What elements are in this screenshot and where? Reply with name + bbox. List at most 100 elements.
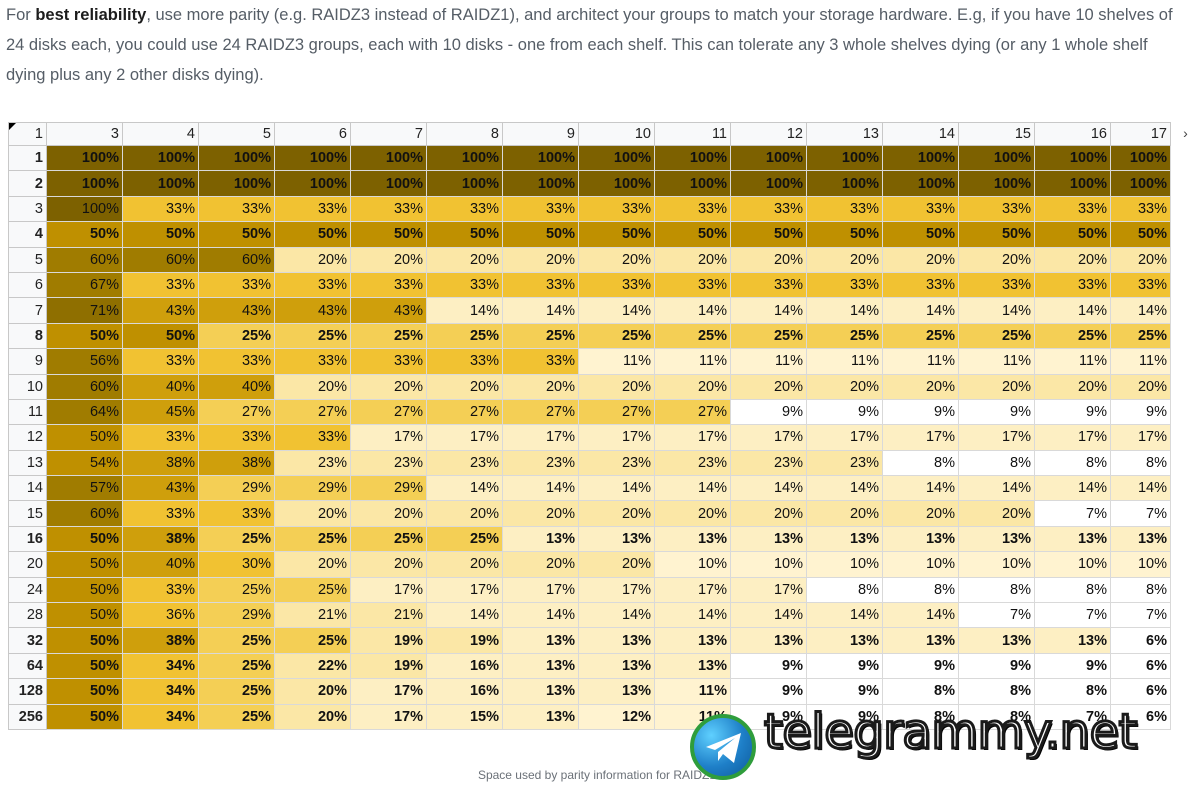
table-cell[interactable]: 33% [426, 348, 503, 375]
table-cell[interactable]: 17% [578, 576, 655, 604]
table-cell[interactable]: 8% [1034, 576, 1111, 604]
table-cell[interactable]: 13% [654, 525, 731, 553]
row-header[interactable]: 12 [8, 424, 47, 451]
table-cell[interactable]: 20% [730, 246, 807, 273]
table-cell[interactable]: 25% [350, 322, 427, 350]
table-cell[interactable]: 17% [502, 576, 579, 604]
table-cell[interactable]: 50% [274, 221, 351, 248]
table-cell[interactable]: 25% [198, 525, 275, 553]
table-cell[interactable]: 100% [958, 170, 1035, 197]
table-cell[interactable]: 38% [122, 525, 199, 553]
table-cell[interactable]: 14% [426, 297, 503, 324]
table-cell[interactable]: 20% [350, 551, 427, 578]
table-cell[interactable]: 50% [730, 221, 807, 248]
table-cell[interactable]: 33% [882, 195, 959, 223]
table-cell[interactable]: 10% [730, 551, 807, 578]
table-cell[interactable]: 8% [1034, 449, 1111, 477]
table-cell[interactable]: 14% [578, 602, 655, 629]
table-cell[interactable]: 33% [122, 424, 199, 451]
table-cell[interactable]: 14% [806, 475, 883, 502]
table-cell[interactable]: 33% [350, 348, 427, 375]
table-cell[interactable]: 25% [426, 525, 503, 553]
table-cell[interactable]: 23% [350, 449, 427, 477]
row-header[interactable]: 256 [8, 703, 47, 730]
table-cell[interactable]: 11% [1110, 348, 1171, 375]
table-cell[interactable]: 20% [654, 246, 731, 273]
table-cell[interactable]: 17% [806, 424, 883, 451]
table-cell[interactable]: 25% [198, 652, 275, 680]
table-cell[interactable]: 50% [958, 221, 1035, 248]
table-cell[interactable]: 7% [958, 602, 1035, 629]
table-cell[interactable]: 20% [578, 551, 655, 578]
table-cell[interactable]: 100% [882, 144, 959, 172]
table-cell[interactable]: 9% [730, 652, 807, 680]
table-cell[interactable]: 16% [426, 678, 503, 705]
table-cell[interactable]: 50% [46, 221, 123, 248]
table-cell[interactable]: 33% [122, 195, 199, 223]
table-cell[interactable]: 71% [46, 297, 123, 324]
table-cell[interactable]: 13% [730, 525, 807, 553]
table-cell[interactable]: 50% [654, 221, 731, 248]
column-header[interactable]: 8 [426, 122, 503, 146]
table-cell[interactable]: 9% [806, 398, 883, 426]
table-cell[interactable]: 20% [274, 373, 351, 400]
table-cell[interactable]: 20% [350, 373, 427, 400]
table-cell[interactable]: 20% [426, 551, 503, 578]
table-cell[interactable]: 14% [806, 297, 883, 324]
table-cell[interactable]: 10% [958, 551, 1035, 578]
table-cell[interactable]: 25% [730, 322, 807, 350]
table-cell[interactable]: 20% [274, 678, 351, 705]
table-cell[interactable]: 20% [502, 551, 579, 578]
table-cell[interactable]: 14% [654, 297, 731, 324]
table-cell[interactable]: 20% [274, 246, 351, 273]
parity-spreadsheet[interactable]: 1 3 4 5 6 7 8 9 10 11 12 13 14 15 16 17 1 100% 100% 100% 100… [8, 122, 1184, 736]
table-cell[interactable]: 50% [198, 221, 275, 248]
table-cell[interactable]: 20% [1034, 246, 1111, 273]
table-cell[interactable]: 20% [274, 551, 351, 578]
table-cell[interactable]: 50% [46, 602, 123, 629]
table-cell[interactable]: 17% [958, 424, 1035, 451]
table-cell[interactable]: 100% [274, 170, 351, 197]
table-cell[interactable]: 100% [882, 170, 959, 197]
table-cell[interactable]: 14% [958, 297, 1035, 324]
table-cell[interactable]: 40% [198, 373, 275, 400]
table-cell[interactable]: 20% [654, 373, 731, 400]
table-cell[interactable]: 33% [274, 424, 351, 451]
table-cell[interactable]: 50% [502, 221, 579, 248]
table-cell[interactable]: 33% [426, 195, 503, 223]
table-cell[interactable]: 11% [730, 348, 807, 375]
table-cell[interactable]: 33% [1034, 195, 1111, 223]
table-cell[interactable]: 20% [654, 500, 731, 527]
table-cell[interactable]: 33% [730, 195, 807, 223]
table-cell[interactable]: 100% [350, 144, 427, 172]
table-cell[interactable]: 100% [1110, 170, 1171, 197]
table-cell[interactable]: 33% [730, 271, 807, 299]
table-cell[interactable]: 100% [1034, 170, 1111, 197]
table-cell[interactable]: 33% [654, 195, 731, 223]
table-cell[interactable]: 100% [806, 170, 883, 197]
table-cell[interactable]: 7% [1034, 602, 1111, 629]
table-cell[interactable]: 25% [198, 627, 275, 654]
row-header[interactable]: 64 [8, 652, 47, 680]
table-cell[interactable]: 33% [122, 348, 199, 375]
table-cell[interactable]: 20% [274, 500, 351, 527]
table-cell[interactable]: 33% [198, 195, 275, 223]
table-cell[interactable]: 57% [46, 475, 123, 502]
table-cell[interactable]: 20% [350, 246, 427, 273]
table-cell[interactable]: 20% [502, 373, 579, 400]
row-header[interactable]: 9 [8, 348, 47, 375]
table-cell[interactable]: 20% [578, 373, 655, 400]
table-cell[interactable]: 50% [882, 221, 959, 248]
table-cell[interactable]: 100% [730, 170, 807, 197]
table-cell[interactable]: 9% [882, 398, 959, 426]
table-cell[interactable]: 14% [882, 602, 959, 629]
table-cell[interactable]: 8% [1034, 678, 1111, 705]
table-cell[interactable]: 38% [122, 627, 199, 654]
table-cell[interactable]: 17% [350, 424, 427, 451]
table-cell[interactable]: 27% [654, 398, 731, 426]
row-header[interactable]: 5 [8, 246, 47, 273]
table-cell[interactable]: 14% [806, 602, 883, 629]
table-cell[interactable]: 40% [122, 373, 199, 400]
table-cell[interactable]: 29% [350, 475, 427, 502]
table-cell[interactable]: 100% [426, 170, 503, 197]
